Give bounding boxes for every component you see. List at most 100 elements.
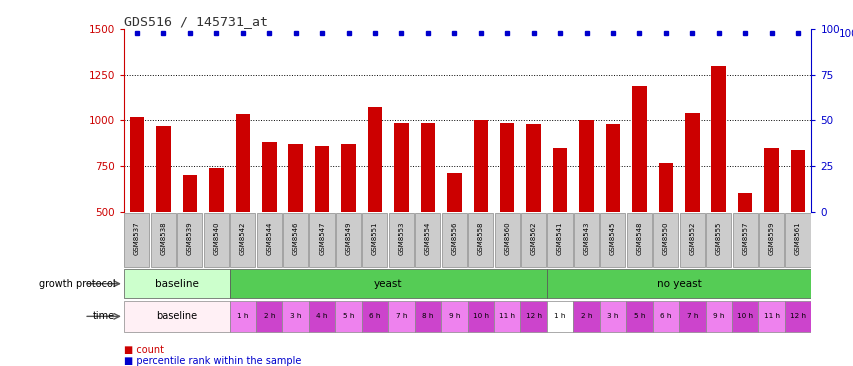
FancyBboxPatch shape xyxy=(758,213,783,266)
Text: GSM8546: GSM8546 xyxy=(293,222,299,255)
FancyBboxPatch shape xyxy=(785,213,809,266)
Text: GSM8540: GSM8540 xyxy=(213,222,219,255)
FancyBboxPatch shape xyxy=(547,213,572,266)
Text: GSM8553: GSM8553 xyxy=(398,222,404,255)
FancyBboxPatch shape xyxy=(151,213,176,266)
Bar xyxy=(631,86,646,212)
Text: GSM8545: GSM8545 xyxy=(609,222,615,255)
Text: 2 h: 2 h xyxy=(580,313,591,320)
Text: time: time xyxy=(93,311,115,321)
Text: GSM8552: GSM8552 xyxy=(688,222,694,255)
Bar xyxy=(288,144,303,212)
Bar xyxy=(183,175,197,212)
FancyBboxPatch shape xyxy=(679,213,704,266)
FancyBboxPatch shape xyxy=(572,301,599,332)
Text: 12 h: 12 h xyxy=(789,313,805,320)
FancyBboxPatch shape xyxy=(653,213,677,266)
FancyBboxPatch shape xyxy=(678,301,705,332)
FancyBboxPatch shape xyxy=(229,269,546,298)
FancyBboxPatch shape xyxy=(282,213,308,266)
FancyBboxPatch shape xyxy=(256,213,281,266)
Text: 3 h: 3 h xyxy=(606,313,618,320)
Text: 5 h: 5 h xyxy=(343,313,354,320)
Text: yeast: yeast xyxy=(374,279,402,289)
FancyBboxPatch shape xyxy=(520,213,545,266)
FancyBboxPatch shape xyxy=(441,301,467,332)
Text: ■ percentile rank within the sample: ■ percentile rank within the sample xyxy=(124,355,301,366)
FancyBboxPatch shape xyxy=(467,301,493,332)
Text: 1 h: 1 h xyxy=(554,313,566,320)
Bar xyxy=(658,163,672,212)
Text: 5 h: 5 h xyxy=(633,313,644,320)
Text: GSM8548: GSM8548 xyxy=(635,222,641,255)
Bar xyxy=(790,150,804,212)
Text: GSM8544: GSM8544 xyxy=(266,222,272,255)
Text: GSM8562: GSM8562 xyxy=(530,222,536,255)
Text: baseline: baseline xyxy=(154,279,199,289)
Text: 9 h: 9 h xyxy=(448,313,460,320)
Text: GSM8549: GSM8549 xyxy=(345,222,351,255)
Bar xyxy=(447,173,461,212)
FancyBboxPatch shape xyxy=(626,213,651,266)
Bar xyxy=(368,107,382,212)
Bar xyxy=(605,124,619,212)
FancyBboxPatch shape xyxy=(229,301,256,332)
FancyBboxPatch shape xyxy=(204,213,229,266)
Bar xyxy=(578,120,593,212)
Text: GSM8542: GSM8542 xyxy=(240,222,246,255)
Bar xyxy=(421,123,435,212)
Text: 6 h: 6 h xyxy=(368,313,380,320)
Bar xyxy=(473,120,487,212)
Text: GSM8543: GSM8543 xyxy=(583,222,589,255)
FancyBboxPatch shape xyxy=(757,301,784,332)
Text: 4 h: 4 h xyxy=(316,313,328,320)
Text: 7 h: 7 h xyxy=(686,313,697,320)
Text: GSM8557: GSM8557 xyxy=(741,222,747,255)
FancyBboxPatch shape xyxy=(256,301,282,332)
Text: GSM8551: GSM8551 xyxy=(372,222,378,255)
Text: no yeast: no yeast xyxy=(656,279,700,289)
FancyBboxPatch shape xyxy=(309,301,335,332)
FancyBboxPatch shape xyxy=(388,213,414,266)
FancyBboxPatch shape xyxy=(362,213,387,266)
Text: GSM8555: GSM8555 xyxy=(715,222,721,255)
FancyBboxPatch shape xyxy=(546,269,810,298)
FancyBboxPatch shape xyxy=(335,301,362,332)
Text: 10 h: 10 h xyxy=(473,313,488,320)
FancyBboxPatch shape xyxy=(124,301,229,332)
Text: GSM8538: GSM8538 xyxy=(160,222,166,255)
FancyBboxPatch shape xyxy=(599,301,625,332)
FancyBboxPatch shape xyxy=(705,301,731,332)
Text: 2 h: 2 h xyxy=(264,313,275,320)
Text: GSM8559: GSM8559 xyxy=(768,222,774,255)
FancyBboxPatch shape xyxy=(784,301,810,332)
Bar xyxy=(763,148,778,212)
FancyBboxPatch shape xyxy=(625,301,652,332)
Text: GSM8556: GSM8556 xyxy=(451,222,457,255)
Bar xyxy=(525,124,540,212)
Bar xyxy=(499,123,514,212)
Bar xyxy=(737,193,751,212)
FancyBboxPatch shape xyxy=(493,301,519,332)
Text: GSM8554: GSM8554 xyxy=(425,222,431,255)
Text: growth protocol: growth protocol xyxy=(38,279,115,289)
FancyBboxPatch shape xyxy=(546,301,572,332)
FancyBboxPatch shape xyxy=(177,213,202,266)
FancyBboxPatch shape xyxy=(652,301,678,332)
Bar xyxy=(262,142,276,212)
FancyBboxPatch shape xyxy=(388,301,415,332)
Text: 8 h: 8 h xyxy=(421,313,433,320)
Bar xyxy=(130,117,144,212)
FancyBboxPatch shape xyxy=(335,213,361,266)
Bar xyxy=(235,114,250,212)
Text: GSM8547: GSM8547 xyxy=(319,222,325,255)
Bar xyxy=(156,126,171,212)
Text: 1 h: 1 h xyxy=(237,313,248,320)
Text: GSM8560: GSM8560 xyxy=(503,222,509,255)
FancyBboxPatch shape xyxy=(124,269,229,298)
Text: 6 h: 6 h xyxy=(659,313,670,320)
Text: 7 h: 7 h xyxy=(395,313,407,320)
Bar xyxy=(552,148,566,212)
Bar xyxy=(341,144,356,212)
FancyBboxPatch shape xyxy=(600,213,624,266)
